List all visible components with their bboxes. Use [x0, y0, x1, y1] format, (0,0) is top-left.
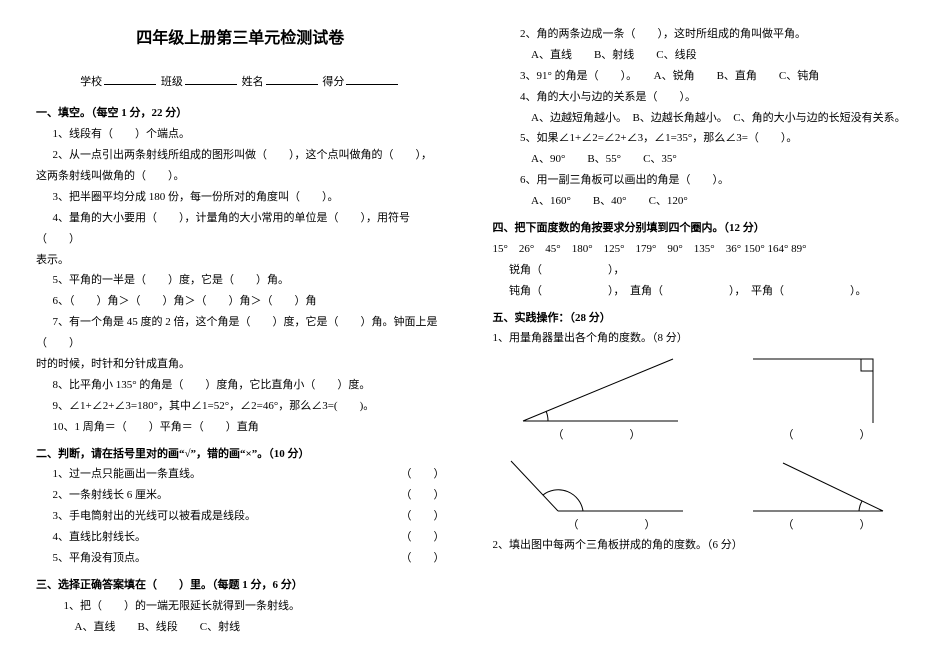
s4-c2: 钝角（ ）， 直角（ ）， 平角（ ）。: [493, 281, 910, 302]
label-class: 班级: [161, 76, 183, 88]
section-1-heading: 一、填空。（每空 1 分，22 分）: [36, 103, 445, 124]
angle-figures: （ ） （ ） （ ） （ ）: [493, 351, 903, 531]
s1-q4: 4、量角的大小要用（ ），计量角的大小常用的单位是（ ），用符号（ ）: [36, 208, 445, 250]
blank-class[interactable]: [185, 75, 237, 86]
s2-q5: 5、平角没有顶点。（ ）: [36, 548, 445, 569]
s2-q1: 1、过一点只能画出一条直线。（ ）: [36, 464, 445, 485]
s5-q1: 1、用量角器量出各个角的度数。（8 分）: [493, 328, 910, 349]
angle-fig-3-answer[interactable]: （ ）: [568, 515, 656, 536]
s3-q1-opts: A、直线 B、线段 C、射线: [36, 617, 445, 638]
s2-q2-text: 2、一条射线长 6 厘米。: [53, 489, 169, 501]
section-4-heading: 四、把下面度数的角按要求分别填到四个圈内。（12 分）: [493, 218, 910, 239]
angle-fig-1-answer[interactable]: （ ）: [553, 425, 641, 446]
angle-fig-3: [503, 451, 693, 521]
s1-q6: 6、（ ）角＞（ ）角＞（ ）角＞（ ）角: [36, 291, 445, 312]
s2-q4-text: 4、直线比射线长。: [53, 531, 147, 543]
angle-fig-4: [743, 451, 893, 521]
s1-q2: 2、从一点引出两条射线所组成的图形叫做（ ），这个点叫做角的（ ），: [36, 145, 445, 166]
blank-name[interactable]: [266, 75, 318, 86]
s3-q5: 5、如果∠1+∠2=∠2+∠3，∠1=35°，那么∠3=（ ）。: [493, 128, 910, 149]
s3-q2: 2、角的两条边成一条（ ），这时所组成的角叫做平角。: [493, 24, 910, 45]
s3-q4-opts: A、边越短角越小。 B、边越长角越小。 C、角的大小与边的长短没有关系。: [493, 108, 910, 129]
s3-q4: 4、角的大小与边的关系是（ ）。: [493, 87, 910, 108]
label-school: 学校: [80, 76, 102, 88]
blank-school[interactable]: [104, 75, 156, 86]
label-name: 姓名: [242, 76, 264, 88]
s1-q7b: 时的时候，时针和分针成直角。: [36, 354, 445, 375]
s2-q3-text: 3、手电筒射出的光线可以被看成是线段。: [53, 510, 257, 522]
s1-q4b: 表示。: [36, 250, 445, 271]
angle-fig-2: [743, 351, 893, 431]
s2-q3: 3、手电筒射出的光线可以被看成是线段。（ ）: [36, 506, 445, 527]
s2-q5-text: 5、平角没有顶点。: [53, 552, 147, 564]
angle-fig-1: [503, 351, 693, 431]
section-2-heading: 二、判断，请在括号里对的画“√”，错的画“×”。（10 分）: [36, 444, 445, 465]
angle-fig-4-answer[interactable]: （ ）: [783, 515, 871, 536]
s1-q7: 7、有一个角是 45 度的 2 倍，这个角是（ ）度，它是（ ）角。钟面上是（ …: [36, 312, 445, 354]
s3-q2-opts: A、直线 B、射线 C、线段: [493, 45, 910, 66]
s4-angles-list: 15° 26° 45° 180° 125° 179° 90° 135° 36° …: [493, 239, 910, 260]
s3-q1: 1、把（ ）的一端无限延长就得到一条射线。: [36, 596, 445, 617]
s1-q2b: 这两条射线叫做角的（ ）。: [36, 166, 445, 187]
left-column: 四年级上册第三单元检测试卷 学校 班级 姓名 得分 一、填空。（每空 1 分，2…: [0, 0, 473, 647]
s1-q1: 1、线段有（ ）个端点。: [36, 124, 445, 145]
s3-q6-opts: A、160° B、40° C、120°: [493, 191, 910, 212]
s1-q5: 5、平角的一半是（ ）度，它是（ ）角。: [36, 270, 445, 291]
student-info-line: 学校 班级 姓名 得分: [36, 72, 445, 93]
section-3-heading: 三、选择正确答案填在（ ）里。（每题 1 分，6 分）: [36, 575, 445, 596]
s3-q3: 3、91° 的角是（ ）。 A、锐角 B、直角 C、钝角: [493, 66, 910, 87]
s1-q3: 3、把半圈平均分成 180 份，每一份所对的角度叫（ ）。: [36, 187, 445, 208]
s1-q9: 9、∠1+∠2+∠3=180°，其中∠1=52°，∠2=46°，那么∠3=( )…: [36, 396, 445, 417]
s5-q2: 2、填出图中每两个三角板拼成的角的度数。（6 分）: [493, 535, 910, 556]
s3-q6: 6、用一副三角板可以画出的角是（ ）。: [493, 170, 910, 191]
right-column: 2、角的两条边成一条（ ），这时所组成的角叫做平角。 A、直线 B、射线 C、线…: [473, 0, 945, 647]
angle-fig-2-answer[interactable]: （ ）: [783, 425, 871, 446]
s1-q8: 8、比平角小 135° 的角是（ ）度角，它比直角小（ ）度。: [36, 375, 445, 396]
s2-q1-text: 1、过一点只能画出一条直线。: [53, 468, 202, 480]
section-5-heading: 五、实践操作：（28 分）: [493, 308, 910, 329]
s1-q10: 10、1 周角＝（ ）平角＝（ ）直角: [36, 417, 445, 438]
s2-q2: 2、一条射线长 6 厘米。（ ）: [36, 485, 445, 506]
blank-score[interactable]: [346, 75, 398, 86]
s2-q4: 4、直线比射线长。（ ）: [36, 527, 445, 548]
s4-c1: 锐角（ ），: [493, 260, 910, 281]
exam-title: 四年级上册第三单元检测试卷: [36, 24, 445, 54]
label-score: 得分: [322, 76, 344, 88]
s3-q5-opts: A、90° B、55° C、35°: [493, 149, 910, 170]
